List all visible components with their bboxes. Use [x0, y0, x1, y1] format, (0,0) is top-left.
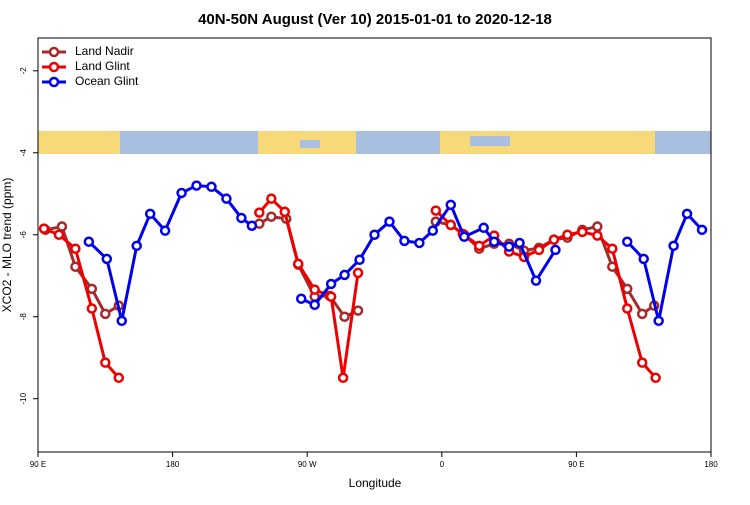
data-point: [176, 187, 187, 199]
data-point: [653, 315, 664, 327]
data-point: [548, 234, 560, 245]
y-axis-label: XCO2 - MLO trend (ppm): [0, 178, 14, 313]
data-point: [533, 244, 545, 256]
legend-marker: [48, 76, 60, 88]
data-point: [339, 269, 350, 281]
data-point: [562, 229, 573, 241]
x-tick-label: 180: [704, 460, 718, 469]
data-point: [279, 206, 291, 218]
x-tick-label: 90 E: [568, 460, 584, 469]
data-point: [254, 207, 265, 218]
data-point: [339, 311, 350, 322]
data-point: [266, 193, 277, 204]
legend-label: Land Glint: [75, 59, 130, 73]
data-point: [636, 308, 648, 320]
data-point: [131, 240, 142, 252]
data-point: [116, 315, 128, 327]
data-point: [221, 193, 232, 204]
x-tick-label: 180: [166, 460, 180, 469]
data-point: [399, 235, 410, 247]
data-point: [266, 211, 277, 222]
data-point: [236, 212, 247, 224]
data-point: [38, 223, 50, 234]
data-point: [191, 180, 202, 191]
data-point: [445, 219, 457, 231]
legend-label: Land Nadir: [75, 44, 134, 58]
data-point: [445, 199, 457, 211]
ocean: [300, 140, 320, 148]
data-point: [592, 230, 603, 241]
data-point: [325, 278, 337, 290]
data-point: [56, 221, 68, 232]
data-point: [206, 181, 217, 193]
x-axis-label: Longitude: [349, 476, 402, 490]
legend-label: Ocean Glint: [75, 74, 139, 88]
data-point: [577, 226, 588, 238]
legend-marker: [48, 46, 60, 58]
legend-marker: [48, 61, 60, 73]
data-point: [309, 284, 320, 295]
data-point: [478, 222, 489, 234]
data-point: [458, 231, 470, 243]
land: [38, 131, 120, 154]
y-tick-label: -4: [19, 149, 28, 157]
data-point: [650, 372, 661, 384]
y-tick-label: -6: [19, 231, 28, 239]
data-point: [530, 275, 542, 286]
data-point: [295, 293, 307, 304]
data-point: [473, 240, 485, 252]
data-point: [427, 225, 439, 236]
data-point: [101, 253, 113, 265]
data-point: [337, 372, 349, 384]
y-tick-label: -8: [19, 313, 28, 321]
data-point: [384, 216, 395, 227]
data-point: [159, 225, 171, 236]
data-point: [696, 224, 708, 236]
data-point: [113, 372, 125, 384]
data-point: [83, 236, 95, 247]
data-point: [86, 303, 98, 314]
data-point: [352, 305, 364, 316]
x-tick-label: 90 W: [298, 460, 317, 469]
plot-frame: [37, 37, 712, 453]
chart-title: 40N-50N August (Ver 10) 2015-01-01 to 20…: [198, 11, 552, 28]
data-point: [607, 243, 618, 254]
data-point: [354, 254, 365, 266]
data-point: [246, 220, 258, 231]
data-point: [514, 237, 525, 249]
data-point: [636, 357, 648, 368]
data-point: [292, 258, 304, 270]
data-point: [592, 221, 603, 232]
data-point: [503, 241, 515, 252]
x-tick-label: 90 E: [30, 460, 46, 469]
data-point: [352, 267, 364, 279]
data-point: [53, 229, 65, 241]
data-point: [681, 208, 693, 220]
data-point: [621, 236, 633, 247]
data-point: [638, 253, 649, 265]
data-point: [414, 237, 425, 249]
data-point: [100, 357, 111, 368]
data-point: [430, 205, 442, 216]
data-point: [100, 308, 111, 320]
data-point: [621, 303, 633, 314]
data-point: [70, 243, 81, 254]
data-point: [488, 236, 500, 247]
ocean: [470, 136, 510, 146]
data-point: [309, 299, 320, 311]
data-point: [144, 208, 156, 220]
data-point: [668, 240, 679, 252]
data-point: [325, 291, 337, 302]
data-point: [550, 244, 561, 256]
data-point: [86, 283, 98, 295]
y-tick-label: -10: [19, 392, 28, 404]
x-tick-label: 0: [440, 460, 445, 469]
map-strip: [38, 131, 711, 154]
y-tick-label: -2: [19, 67, 28, 75]
data-point: [369, 229, 380, 241]
